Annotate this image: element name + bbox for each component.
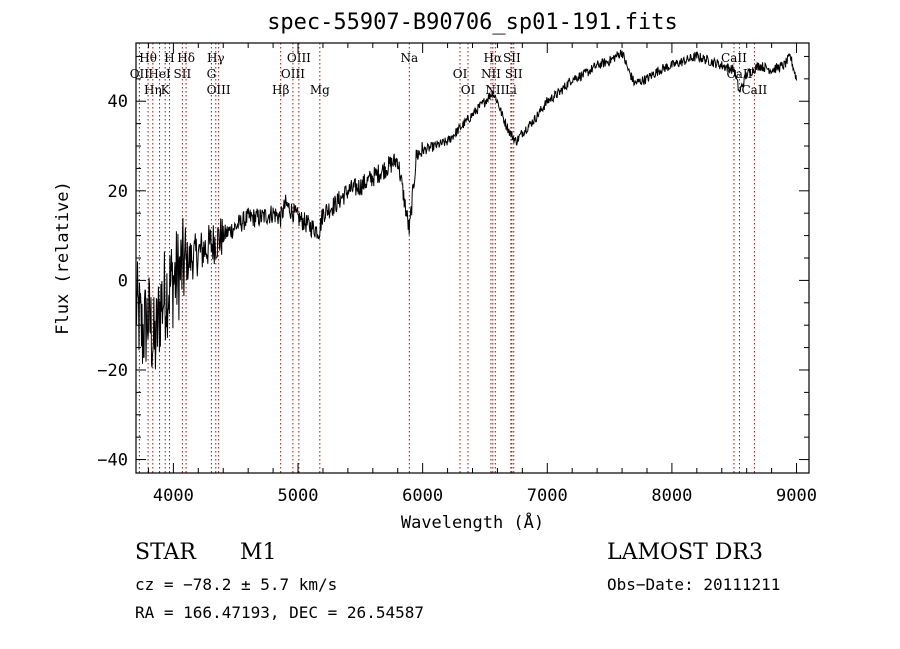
spectrum-line bbox=[135, 49, 797, 370]
spectral-line-label: OIII bbox=[281, 67, 305, 81]
spectral-line-label: Mg bbox=[310, 83, 330, 97]
object-subclass: M1 bbox=[240, 540, 277, 565]
y-axis-label: Flux (relative) bbox=[53, 181, 73, 335]
spectral-line-label: Hθ bbox=[139, 51, 157, 65]
spectral-line-label: OII bbox=[130, 67, 150, 81]
spectrum-series-layer bbox=[135, 49, 797, 370]
redshift-info: cz = −78.2 ± 5.7 km/s bbox=[135, 575, 338, 594]
chart-title: spec-55907-B90706_sp01-191.fits bbox=[267, 10, 678, 35]
spectral-line-label: NII bbox=[485, 83, 505, 97]
x-tick-label: 6000 bbox=[402, 486, 443, 506]
spectral-lines-layer bbox=[138, 43, 755, 473]
x-tick-label: 7000 bbox=[527, 486, 568, 506]
x-tick-label: 9000 bbox=[776, 486, 817, 506]
observation-date: Obs−Date: 20111211 bbox=[607, 575, 781, 594]
spectral-line-label: HeI bbox=[148, 67, 171, 81]
y-tick-label: 0 bbox=[118, 271, 128, 291]
survey-name: LAMOST DR3 bbox=[607, 540, 763, 565]
spectral-line-label: Hβ bbox=[272, 83, 289, 97]
spectral-line-label: SII bbox=[505, 67, 523, 81]
spectral-line-label: Hα bbox=[484, 51, 503, 65]
x-tick-label: 5000 bbox=[278, 486, 319, 506]
spectral-line-label: Hδ bbox=[177, 51, 195, 65]
plot-frame bbox=[135, 42, 810, 474]
spectral-line-label: OIII bbox=[287, 51, 311, 65]
object-class: STAR bbox=[135, 540, 196, 565]
spectral-line-label: Hη bbox=[144, 83, 162, 97]
spectral-line-label: OI bbox=[461, 83, 476, 97]
spectral-line-label: Na bbox=[400, 51, 418, 65]
spectral-line-labels-layer: Hθ OII K H HeI Hη Hδ SII OIII Hγ G Hβ OIII OIII Mg Na OI… bbox=[130, 51, 768, 97]
spectral-line-label: CaII bbox=[741, 83, 767, 97]
spectral-line-label: G bbox=[207, 67, 217, 81]
axis-ticks-layer: 4000 5000 6000 7000 8000 9000 −40 −20 0 20 40 bbox=[97, 43, 817, 506]
spectral-line-label: NII bbox=[481, 67, 501, 81]
spectral-line-label: CaII bbox=[721, 51, 747, 65]
x-tick-label: 4000 bbox=[153, 486, 194, 506]
y-tick-label: 40 bbox=[108, 92, 128, 112]
spectral-line-label: OIII bbox=[207, 83, 231, 97]
spectral-line-label: SII bbox=[503, 51, 521, 65]
y-tick-label: 20 bbox=[108, 182, 128, 202]
spectral-line-label: K bbox=[161, 83, 171, 97]
y-tick-label: −40 bbox=[97, 451, 128, 471]
spectral-line-label: H bbox=[164, 51, 174, 65]
spectral-line-label: SII bbox=[174, 67, 192, 81]
x-tick-label: 8000 bbox=[651, 486, 692, 506]
y-tick-label: −20 bbox=[97, 361, 128, 381]
x-axis-label: Wavelength (Å) bbox=[401, 511, 544, 533]
spectral-line-label: Hγ bbox=[207, 51, 225, 65]
spectral-line-label: Li bbox=[505, 83, 517, 97]
coordinates: RA = 166.47193, DEC = 26.54587 bbox=[135, 603, 424, 622]
spectral-line-label: OI bbox=[453, 67, 468, 81]
